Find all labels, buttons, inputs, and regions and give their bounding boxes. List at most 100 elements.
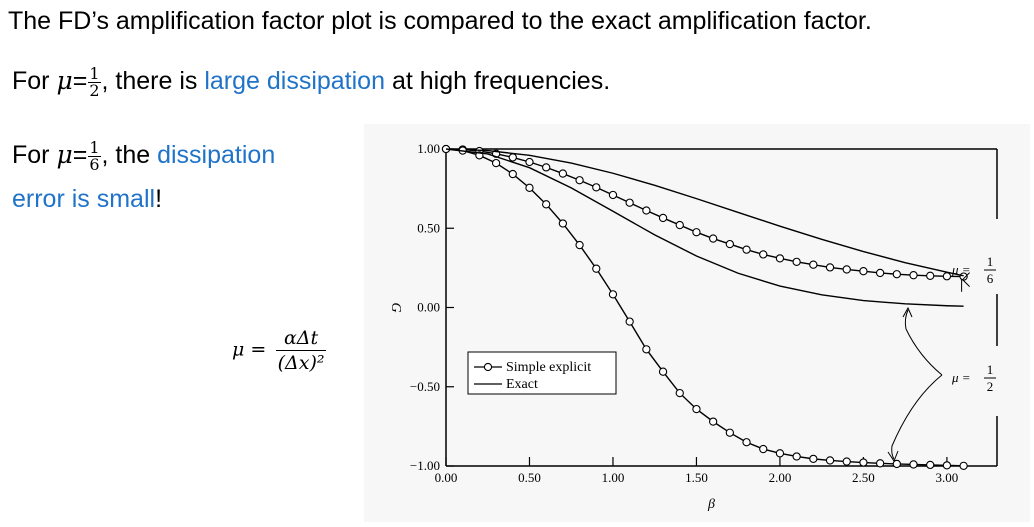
data-point [909, 271, 918, 280]
legend-marker-simple [483, 362, 493, 372]
data-point [658, 367, 668, 376]
data-point [575, 240, 584, 250]
line2-mid: , the [101, 141, 158, 170]
series-line [445, 148, 964, 307]
fraction-denominator: 2 [89, 81, 100, 100]
data-point [759, 444, 768, 454]
data-point [675, 388, 684, 398]
data-point [875, 459, 885, 468]
annotation-mu-sixth-prefix: μ = [951, 262, 971, 277]
data-point [508, 153, 517, 162]
small-dissipation-note: For μ= 1 6, the dissipation [12, 140, 275, 173]
arrowhead-mu-sixth [961, 272, 970, 287]
x-tick-label: 3.00 [936, 470, 959, 485]
x-tick-label: 0.50 [518, 470, 541, 485]
formula-denominator: (Δx)² [277, 352, 325, 374]
data-point [892, 270, 901, 279]
data-point [542, 163, 551, 172]
data-point [709, 417, 718, 426]
x-axis-label: β [707, 497, 715, 512]
fraction-numerator: 1 [88, 64, 101, 83]
data-point [926, 271, 935, 280]
formula-numerator: αΔt [275, 326, 327, 351]
data-point [709, 234, 718, 243]
data-point [875, 268, 885, 278]
x-tick-label: 1.50 [685, 470, 708, 485]
annotation-mu-half-den: 2 [987, 379, 994, 394]
data-point [558, 169, 568, 178]
mu-symbol: μ [56, 140, 73, 170]
legend-label-simple: Simple explicit [506, 360, 591, 375]
data-point [792, 257, 801, 267]
annotation-mu-sixth-den: 6 [987, 271, 994, 286]
data-point [558, 219, 568, 228]
annotation-mu-half-num: 1 [987, 362, 994, 377]
equals-sign: = [72, 67, 88, 96]
data-point [942, 461, 952, 470]
data-point [825, 263, 835, 272]
mu-symbol: μ [56, 66, 73, 96]
y-axis-label: G [388, 302, 403, 312]
arrowhead-to-exact [902, 306, 913, 318]
data-point [642, 206, 651, 215]
small-dissipation-note-continued: error is small! [12, 184, 162, 214]
line1-suffix: at high frequencies. [385, 67, 611, 96]
data-point [942, 272, 952, 281]
data-point [592, 264, 601, 273]
data-point [675, 220, 684, 230]
annotation-mu-half-prefix: μ = [951, 370, 971, 385]
x-tick-label: 0.00 [435, 470, 458, 485]
x-tick-label: 2.50 [852, 470, 875, 485]
data-point [859, 267, 868, 276]
data-point [859, 458, 868, 467]
annotation-mu-sixth-num: 1 [987, 254, 994, 269]
data-point [625, 198, 634, 207]
mu-definition-formula: μ = αΔt (Δx)² [232, 326, 327, 375]
fraction-numerator: 1 [88, 138, 101, 157]
data-point [525, 157, 534, 167]
fraction-denominator: 6 [89, 155, 100, 174]
data-point [608, 290, 618, 299]
slide-title: The FD’s amplification factor plot is co… [8, 7, 872, 35]
y-tick-label: −1.00 [410, 458, 440, 473]
series-line [445, 148, 964, 467]
arrowhead-to-explicit [887, 450, 899, 463]
y-tick-label: 0.00 [417, 300, 440, 315]
data-point [642, 345, 651, 354]
formula-lhs: μ = [232, 338, 267, 361]
data-point [542, 200, 551, 209]
error-small-highlight: error is small [12, 185, 156, 213]
data-point [775, 449, 785, 458]
legend-box [467, 351, 617, 395]
y-tick-label: 1.00 [417, 141, 440, 156]
data-point [658, 213, 668, 223]
data-point [692, 404, 701, 414]
legend-label-exact: Exact [506, 377, 538, 392]
data-point [742, 438, 751, 447]
data-point [525, 183, 534, 192]
data-point [809, 260, 818, 269]
formula-fraction: αΔt (Δx)² [275, 326, 327, 375]
data-point [792, 452, 801, 461]
data-point [842, 457, 851, 466]
x-tick-label: 1.00 [602, 470, 625, 485]
data-point [775, 254, 785, 263]
data-point [608, 190, 618, 200]
data-point [508, 169, 517, 179]
data-point [892, 459, 901, 469]
series-line [445, 148, 964, 277]
data-point [926, 460, 935, 470]
data-point [909, 460, 918, 469]
line2-suffix: ! [155, 185, 163, 213]
line1-prefix: For [12, 67, 57, 96]
line1-mid: , there is [101, 67, 205, 96]
data-point [842, 265, 851, 274]
data-point [625, 317, 634, 326]
equals-sign: = [72, 141, 88, 170]
data-point [809, 454, 818, 464]
data-point [692, 228, 701, 237]
y-tick-label: 0.50 [417, 220, 440, 235]
data-point [725, 239, 734, 249]
dissipation-highlight: dissipation [157, 141, 276, 170]
